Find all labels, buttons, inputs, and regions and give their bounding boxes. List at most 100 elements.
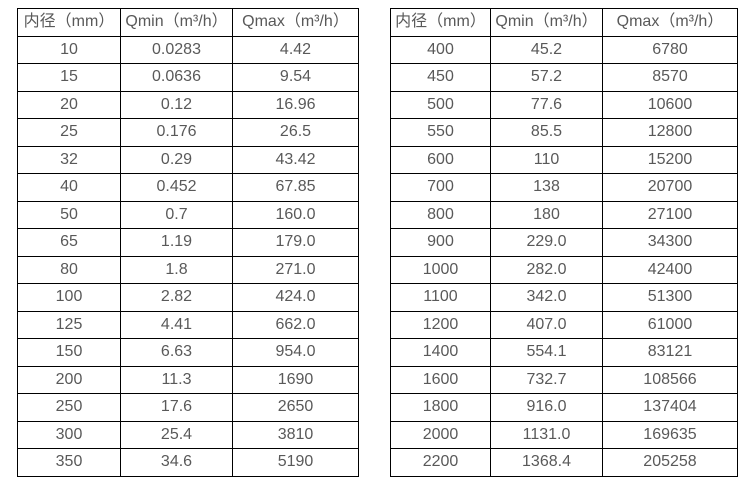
table-row: 350 34.6 5190 <box>17 448 359 477</box>
table-cell: 6780 <box>602 35 738 64</box>
table-row: 25 0.176 26.5 <box>17 118 359 147</box>
table-cell: 100 <box>17 283 121 312</box>
table-cell: 3810 <box>232 420 359 449</box>
table-row: 50 0.7 160.0 <box>17 200 359 229</box>
table-row: 1000 282.0 42400 <box>390 255 738 284</box>
column-header-diameter: 内径（mm） <box>390 8 491 37</box>
table-cell: 85.5 <box>490 118 603 147</box>
table-row: 150 6.63 954.0 <box>17 338 359 367</box>
table-cell: 43.42 <box>232 145 359 174</box>
flow-spec-table-left: 内径（mm） Qmin（m³/h） Qmax（m³/h） 10 0.0283 4.4… <box>17 8 359 477</box>
table-row: 2200 1368.4 205258 <box>390 448 738 477</box>
table-cell: 26.5 <box>232 118 359 147</box>
table-cell: 1800 <box>390 393 491 422</box>
table-row: 500 77.6 10600 <box>390 90 738 119</box>
table-cell: 108566 <box>602 365 738 394</box>
table-cell: 500 <box>390 90 491 119</box>
table-row: 200 11.3 1690 <box>17 365 359 394</box>
table-header-row: 内径（mm） Qmin（m³/h） Qmax（m³/h） <box>17 8 359 37</box>
table-cell: 2000 <box>390 420 491 449</box>
column-header-diameter: 内径（mm） <box>17 8 121 37</box>
table-row: 15 0.0636 9.54 <box>17 63 359 92</box>
table-cell: 271.0 <box>232 255 359 284</box>
table-cell: 5190 <box>232 448 359 477</box>
table-cell: 2650 <box>232 393 359 422</box>
table-cell: 34.6 <box>120 448 233 477</box>
table-cell: 83121 <box>602 338 738 367</box>
table-row: 10 0.0283 4.42 <box>17 35 359 64</box>
table-row: 1600 732.7 108566 <box>390 365 738 394</box>
table-cell: 1690 <box>232 365 359 394</box>
table-row: 800 180 27100 <box>390 200 738 229</box>
table-cell: 2200 <box>390 448 491 477</box>
table-row: 32 0.29 43.42 <box>17 145 359 174</box>
table-cell: 138 <box>490 173 603 202</box>
table-cell: 150 <box>17 338 121 367</box>
table-cell: 554.1 <box>490 338 603 367</box>
table-cell: 424.0 <box>232 283 359 312</box>
column-header-qmax: Qmax（m³/h） <box>602 8 738 37</box>
table-cell: 0.0283 <box>120 35 233 64</box>
table-cell: 61000 <box>602 310 738 339</box>
table-cell: 27100 <box>602 200 738 229</box>
table-cell: 65 <box>17 228 121 257</box>
table-cell: 42400 <box>602 255 738 284</box>
table-cell: 50 <box>17 200 121 229</box>
table-cell: 4.42 <box>232 35 359 64</box>
table-cell: 732.7 <box>490 365 603 394</box>
table-cell: 0.29 <box>120 145 233 174</box>
table-row: 40 0.452 67.85 <box>17 173 359 202</box>
table-row: 400 45.2 6780 <box>390 35 738 64</box>
table-cell: 1400 <box>390 338 491 367</box>
table-cell: 9.54 <box>232 63 359 92</box>
table-cell: 8570 <box>602 63 738 92</box>
table-cell: 1.8 <box>120 255 233 284</box>
table-cell: 11.3 <box>120 365 233 394</box>
column-header-qmin: Qmin（m³/h） <box>120 8 233 37</box>
table-cell: 954.0 <box>232 338 359 367</box>
table-cell: 77.6 <box>490 90 603 119</box>
table-cell: 1600 <box>390 365 491 394</box>
table-cell: 700 <box>390 173 491 202</box>
table-cell: 350 <box>17 448 121 477</box>
table-row: 250 17.6 2650 <box>17 393 359 422</box>
table-row: 65 1.19 179.0 <box>17 228 359 257</box>
table-cell: 550 <box>390 118 491 147</box>
table-cell: 300 <box>17 420 121 449</box>
table-cell: 1100 <box>390 283 491 312</box>
table-cell: 0.452 <box>120 173 233 202</box>
table-cell: 179.0 <box>232 228 359 257</box>
table-cell: 6.63 <box>120 338 233 367</box>
table-cell: 0.12 <box>120 90 233 119</box>
table-row: 600 110 15200 <box>390 145 738 174</box>
table-cell: 0.7 <box>120 200 233 229</box>
table-row: 1200 407.0 61000 <box>390 310 738 339</box>
table-cell: 110 <box>490 145 603 174</box>
table-cell: 80 <box>17 255 121 284</box>
table-header-row: 内径（mm） Qmin（m³/h） Qmax（m³/h） <box>390 8 738 37</box>
table-cell: 169635 <box>602 420 738 449</box>
table-row: 1400 554.1 83121 <box>390 338 738 367</box>
table-row: 700 138 20700 <box>390 173 738 202</box>
table-cell: 1000 <box>390 255 491 284</box>
table-row: 1800 916.0 137404 <box>390 393 738 422</box>
table-cell: 0.0636 <box>120 63 233 92</box>
table-cell: 20 <box>17 90 121 119</box>
table-cell: 137404 <box>602 393 738 422</box>
table-cell: 450 <box>390 63 491 92</box>
table-cell: 600 <box>390 145 491 174</box>
table-cell: 125 <box>17 310 121 339</box>
table-cell: 916.0 <box>490 393 603 422</box>
table-cell: 1131.0 <box>490 420 603 449</box>
table-cell: 16.96 <box>232 90 359 119</box>
table-cell: 57.2 <box>490 63 603 92</box>
table-cell: 2.82 <box>120 283 233 312</box>
table-row: 1100 342.0 51300 <box>390 283 738 312</box>
table-cell: 4.41 <box>120 310 233 339</box>
table-cell: 25.4 <box>120 420 233 449</box>
table-cell: 662.0 <box>232 310 359 339</box>
flow-spec-table-right: 内径（mm） Qmin（m³/h） Qmax（m³/h） 400 45.2 6780… <box>390 8 738 477</box>
table-cell: 10600 <box>602 90 738 119</box>
table-cell: 250 <box>17 393 121 422</box>
table-cell: 51300 <box>602 283 738 312</box>
